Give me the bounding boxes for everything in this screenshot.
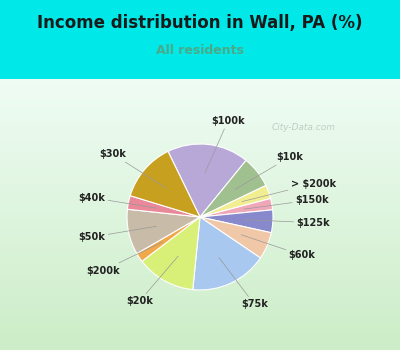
Wedge shape	[200, 217, 271, 258]
Wedge shape	[200, 198, 273, 217]
Wedge shape	[168, 144, 246, 217]
Wedge shape	[137, 217, 200, 261]
Wedge shape	[200, 160, 266, 217]
Wedge shape	[200, 186, 271, 217]
Text: Income distribution in Wall, PA (%): Income distribution in Wall, PA (%)	[37, 14, 363, 32]
Text: $125k: $125k	[245, 218, 330, 228]
Wedge shape	[127, 209, 200, 253]
Text: $20k: $20k	[126, 256, 178, 306]
Text: City-Data.com: City-Data.com	[272, 123, 336, 132]
Text: $75k: $75k	[219, 258, 268, 309]
Wedge shape	[130, 152, 200, 217]
Text: > $200k: > $200k	[242, 179, 336, 202]
Text: $50k: $50k	[79, 226, 156, 242]
Text: $200k: $200k	[86, 242, 163, 275]
Wedge shape	[128, 196, 200, 217]
Text: All residents: All residents	[156, 44, 244, 57]
Wedge shape	[142, 217, 200, 290]
Text: $100k: $100k	[205, 116, 245, 173]
Wedge shape	[193, 217, 260, 290]
Wedge shape	[200, 210, 273, 233]
Text: $40k: $40k	[78, 193, 156, 208]
Text: $150k: $150k	[244, 195, 329, 209]
Text: $60k: $60k	[241, 235, 316, 260]
Text: $30k: $30k	[100, 149, 166, 188]
Text: $10k: $10k	[235, 152, 303, 189]
